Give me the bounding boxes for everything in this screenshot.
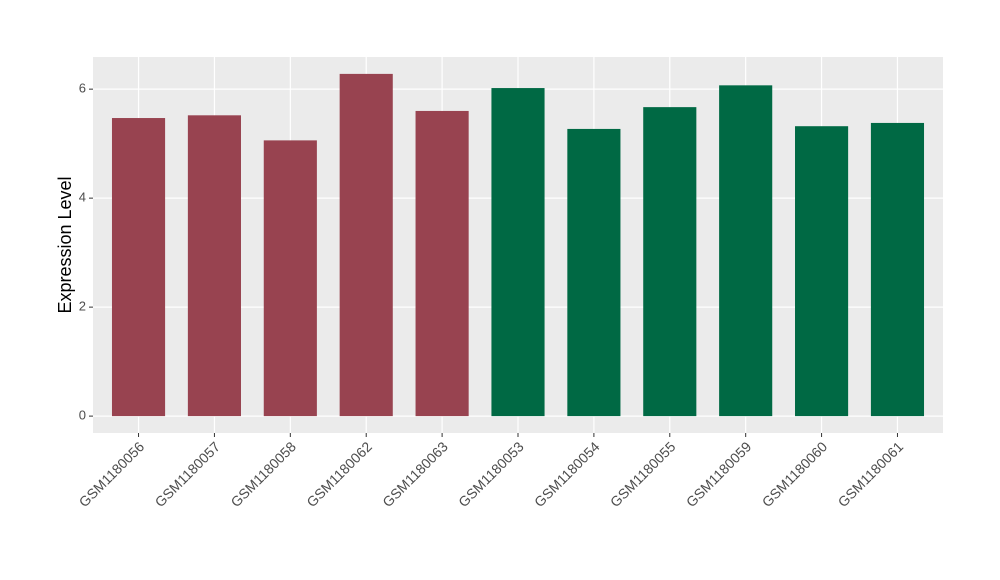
x-tick-label: GSM1180057 [151, 438, 223, 510]
bar [643, 107, 697, 417]
y-axis-title: Expression Level [55, 176, 75, 313]
x-tick-label: GSM1180058 [227, 438, 299, 510]
y-tick-label: 2 [79, 299, 86, 314]
bar [795, 126, 849, 417]
x-tick-label: GSM1180059 [683, 438, 755, 510]
x-tick-label: GSM1180063 [379, 438, 451, 510]
bar [870, 122, 925, 417]
x-tick-label: GSM1180062 [303, 438, 375, 510]
x-tick-label: GSM1180054 [531, 438, 603, 510]
bar [339, 73, 393, 417]
x-tick-label: GSM1180060 [759, 438, 831, 510]
y-tick-label: 6 [79, 81, 86, 96]
bar [719, 85, 773, 417]
bar [111, 118, 166, 417]
x-tick-label: GSM1180056 [76, 438, 148, 510]
y-tick-label: 0 [79, 408, 86, 423]
y-tick-label: 4 [79, 190, 86, 205]
bar [491, 88, 545, 417]
bar [263, 140, 317, 417]
x-tick-label: GSM1180053 [455, 438, 527, 510]
bar [567, 128, 621, 417]
bar [187, 115, 241, 417]
bar [415, 110, 469, 417]
x-tick-label: GSM1180061 [835, 438, 907, 510]
x-tick-label: GSM1180055 [607, 438, 679, 510]
